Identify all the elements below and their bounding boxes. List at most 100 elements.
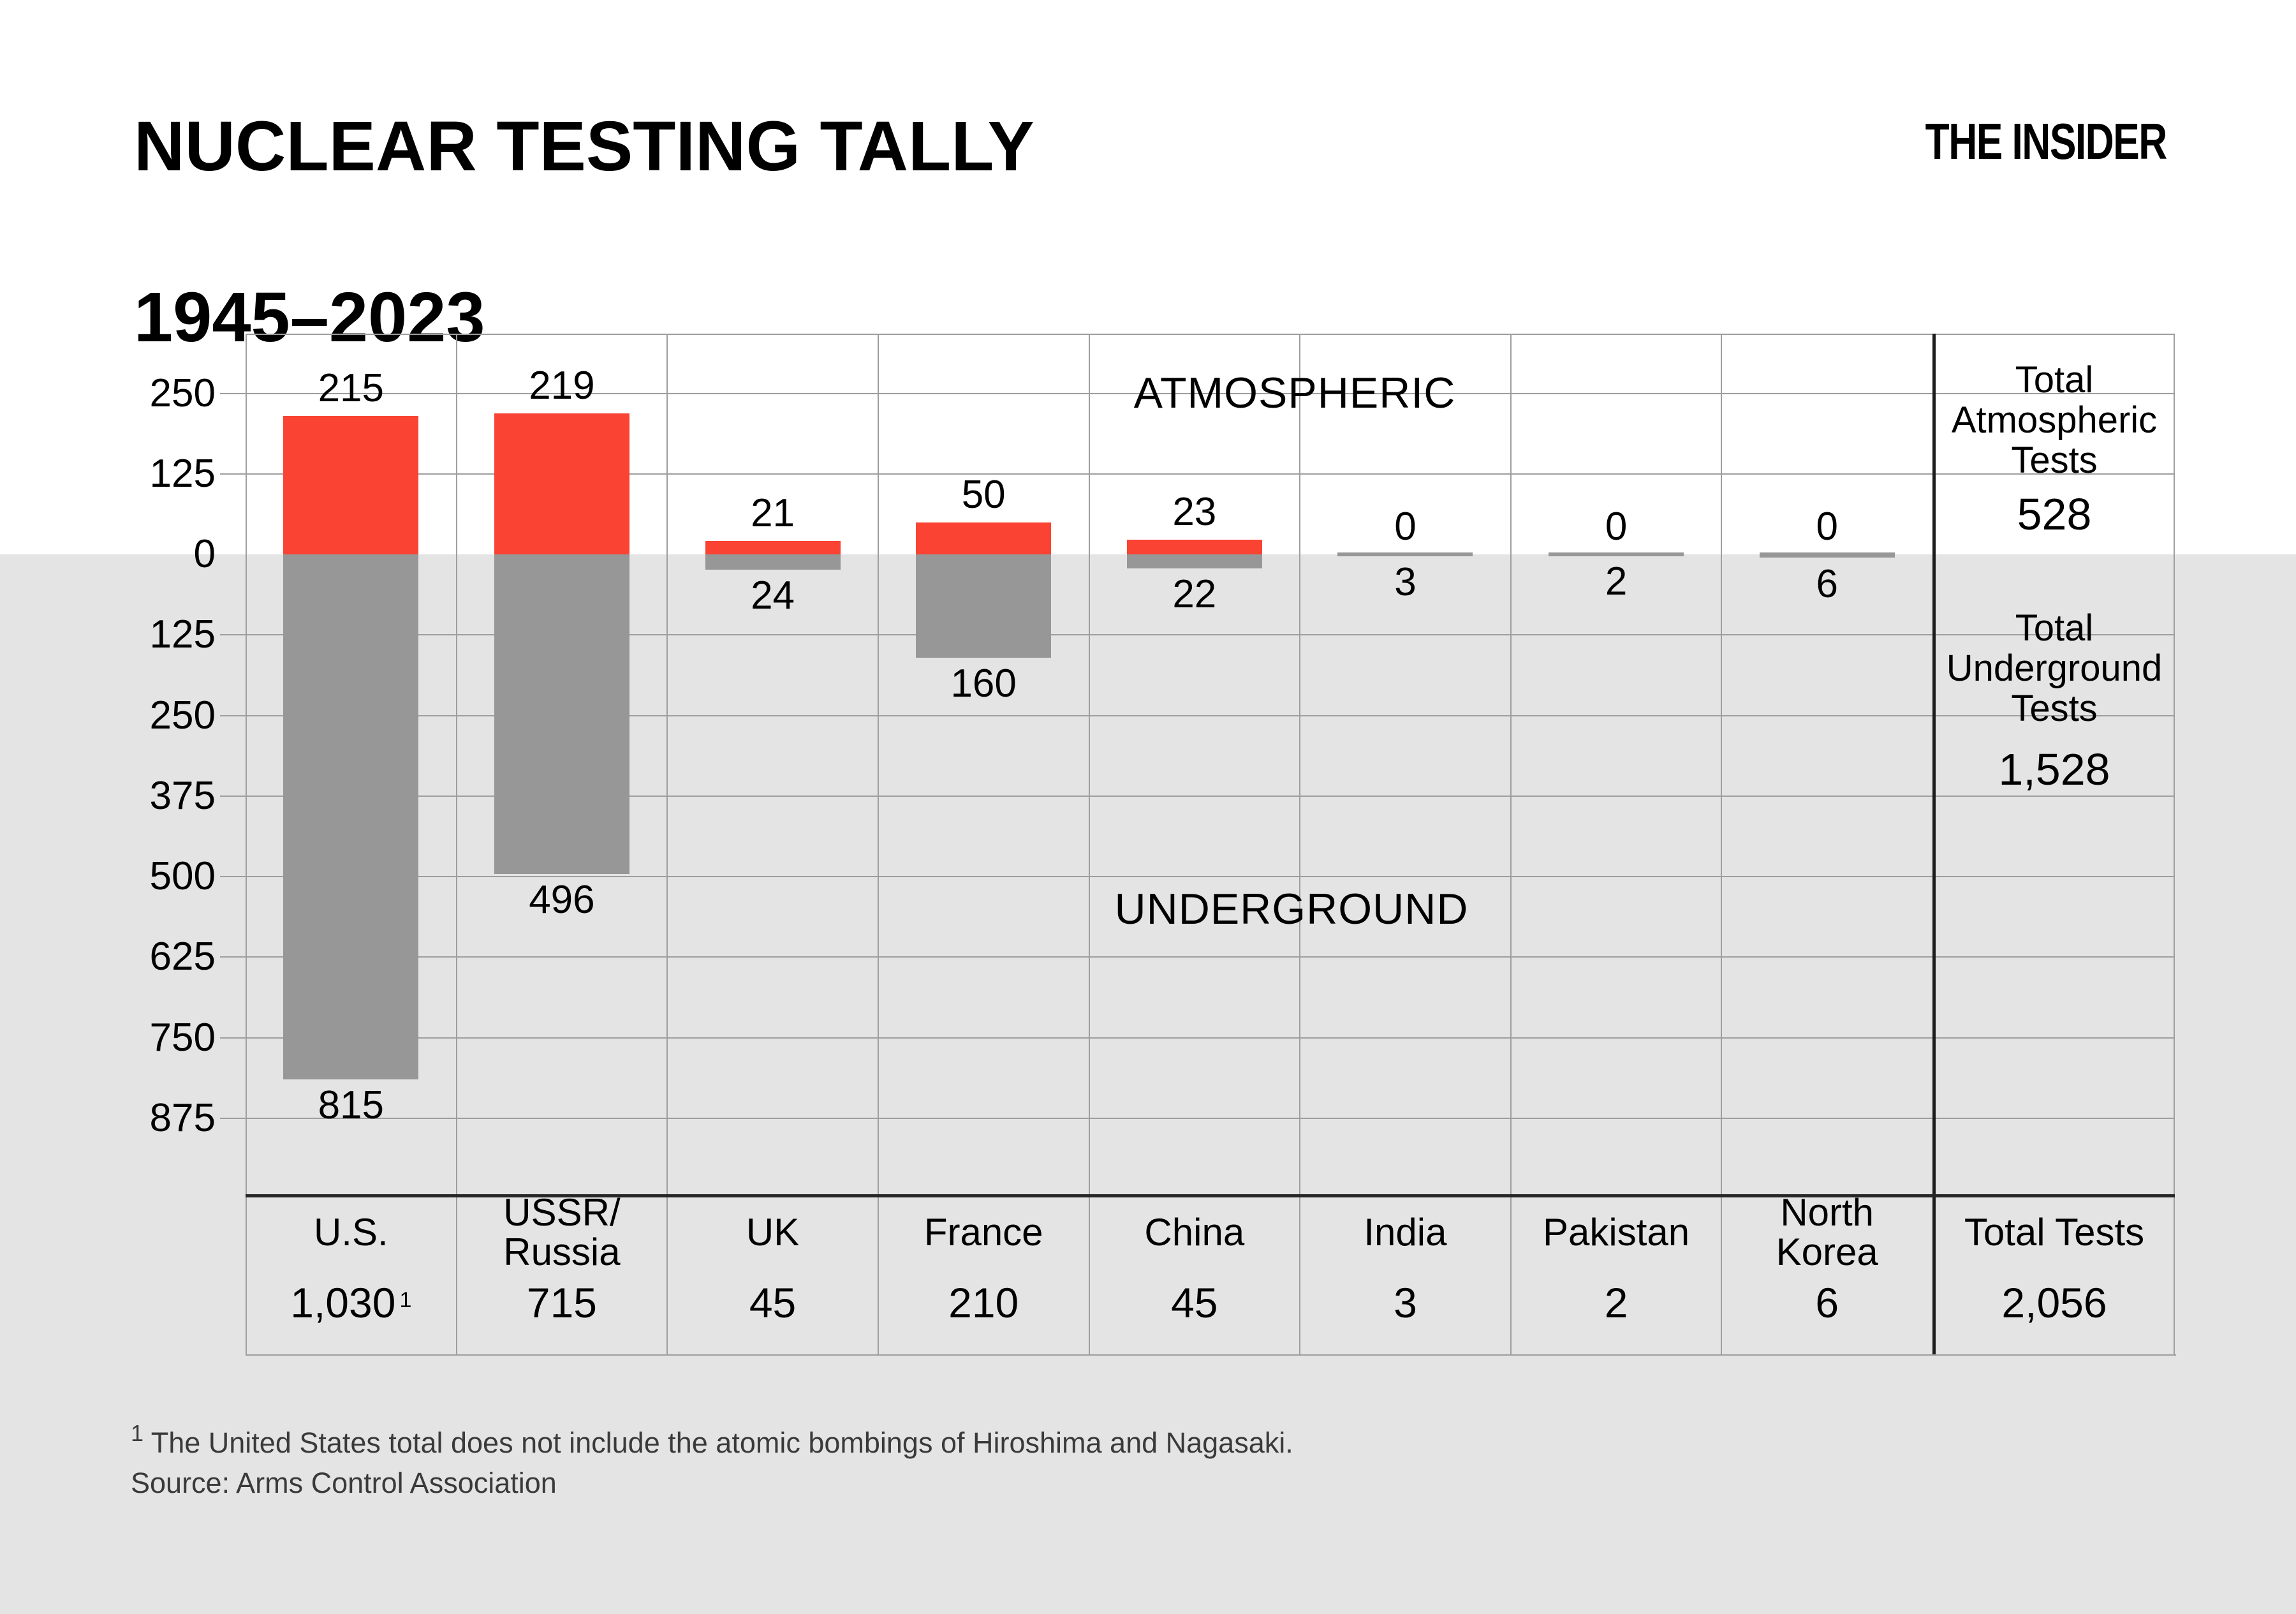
country-total-cell: 715 (526, 1279, 597, 1326)
footnote-note1: 1 The United States total does not inclu… (131, 1420, 1293, 1462)
y-axis-tick-label: 875 (149, 1095, 216, 1140)
country-name-cell: France (878, 1213, 1089, 1252)
underground-bar (1337, 552, 1473, 556)
country-total-superscript: 1 (399, 1288, 412, 1312)
country-total-cell: 3 (1394, 1279, 1417, 1326)
column-separator-line (877, 334, 879, 1354)
atmospheric-bar (283, 415, 419, 554)
y-axis-tick-label: 750 (149, 1015, 216, 1060)
atmospheric-value-label: 215 (318, 366, 385, 410)
underground-bar (1126, 554, 1262, 569)
country-name-cell: North Korea (1722, 1193, 1932, 1272)
atmospheric-bar (1126, 539, 1262, 554)
country-total-cell: 210 (948, 1279, 1019, 1326)
underground-bar (1759, 552, 1895, 558)
y-gridline (220, 876, 2175, 877)
country-name-line: Russia (503, 1231, 621, 1273)
underground-value-label: 3 (1394, 560, 1417, 605)
atmospheric-value-label: 21 (751, 491, 795, 535)
country-name-line: India (1364, 1211, 1447, 1254)
country-name-line: North (1780, 1191, 1874, 1234)
country-total-cell: 45 (1171, 1279, 1218, 1326)
y-gridline (220, 1037, 2175, 1039)
y-axis-tick-label: 250 (149, 371, 216, 415)
column-separator-line (666, 334, 668, 1354)
page-title-line1: NUCLEAR TESTING TALLY (134, 107, 1034, 186)
country-name-cell: USSR/Russia (457, 1193, 667, 1272)
column-separator-line (1299, 334, 1301, 1354)
atmospheric-value-label: 50 (961, 472, 1006, 517)
country-total-cell: 6 (1815, 1279, 1839, 1326)
total-underground-value: 1,528 (1998, 744, 2110, 794)
country-name-cell: UK (668, 1213, 878, 1252)
y-gridline (220, 714, 2175, 716)
underground-bar (705, 554, 841, 570)
y-gridline (220, 392, 2175, 394)
total-underground-label: Total Underground Tests (1946, 607, 2163, 729)
atmospheric-value-label: 0 (1394, 505, 1417, 549)
y-axis-tick-label: 375 (149, 773, 216, 818)
table-bottom-border (246, 1354, 2176, 1356)
country-name-cell: China (1089, 1213, 1300, 1252)
page-title: NUCLEAR TESTING TALLY 1945–2023 (134, 104, 1034, 360)
y-gridline (220, 956, 2175, 958)
y-axis-tick-label: 500 (149, 854, 216, 898)
atmospheric-value-label: 23 (1172, 489, 1217, 534)
y-gridline (220, 473, 2175, 475)
underground-bar (494, 554, 629, 874)
underground-value-label: 22 (1172, 572, 1217, 617)
atmospheric-section-label: ATMOSPHERIC (1133, 369, 1456, 417)
country-name-line: Korea (1776, 1231, 1878, 1273)
total-tests-label: Total Tests (1964, 1211, 2145, 1254)
atmospheric-bar (916, 522, 1052, 554)
y-axis-tick-label: 125 (149, 612, 216, 657)
country-name-cell: U.S. (246, 1213, 456, 1252)
total-atmospheric-value: 528 (2017, 489, 2092, 539)
underground-bar (916, 554, 1052, 658)
country-name-line: USSR/ (503, 1191, 621, 1234)
total-atmospheric-label: Total Atmospheric Tests (1951, 359, 2158, 481)
country-name-line: France (924, 1211, 1043, 1254)
atmospheric-bar (494, 413, 629, 554)
y-gridline (220, 1117, 2175, 1119)
column-separator-line (1510, 334, 1512, 1354)
y-axis-tick-label: 0 (193, 532, 216, 576)
underground-bar (1549, 552, 1684, 556)
plot-left-border (246, 334, 247, 1354)
y-gridline (220, 634, 2175, 636)
footnote-source: Source: Arms Control Association (131, 1467, 557, 1499)
country-name-cell: Pakistan (1511, 1213, 1721, 1252)
page-title-line2: 1945–2023 (134, 278, 485, 357)
country-total-cell: 2 (1604, 1279, 1628, 1326)
underground-value-label: 6 (1816, 562, 1838, 607)
country-name-line: U.S. (313, 1211, 388, 1254)
underground-bar (283, 554, 419, 1080)
table-top-border (246, 1194, 2175, 1197)
plot-right-border (2174, 334, 2175, 1354)
underground-value-label: 2 (1605, 559, 1628, 604)
y-gridline (220, 795, 2175, 797)
country-name-line: UK (746, 1211, 800, 1254)
y-axis-tick-label: 250 (149, 693, 216, 737)
atmospheric-value-label: 0 (1816, 505, 1838, 549)
underground-value-label: 160 (950, 661, 1017, 706)
footnote-superscript: 1 (131, 1420, 144, 1446)
country-name-line: China (1144, 1211, 1245, 1254)
total-tests-value: 2,056 (2001, 1279, 2107, 1326)
column-separator-line (1088, 334, 1090, 1354)
plot-top-border (246, 334, 2175, 335)
y-axis-tick-label: 625 (149, 935, 216, 979)
atmospheric-bar (705, 540, 841, 554)
atmospheric-value-label: 219 (529, 363, 595, 408)
underground-value-label: 496 (529, 877, 595, 922)
country-name-cell: India (1300, 1213, 1510, 1252)
brand-logo: THE INSIDER (1925, 113, 2168, 170)
column-separator-line (1721, 334, 1723, 1354)
footnote-note1-text: The United States total does not include… (151, 1426, 1293, 1459)
underground-value-label: 24 (751, 574, 795, 618)
column-separator-line (455, 334, 457, 1354)
country-name-line: Pakistan (1542, 1211, 1690, 1254)
country-total-cell: 45 (749, 1279, 797, 1326)
totals-divider-line (1932, 334, 1936, 1354)
underground-section-label: UNDERGROUND (1114, 885, 1469, 933)
